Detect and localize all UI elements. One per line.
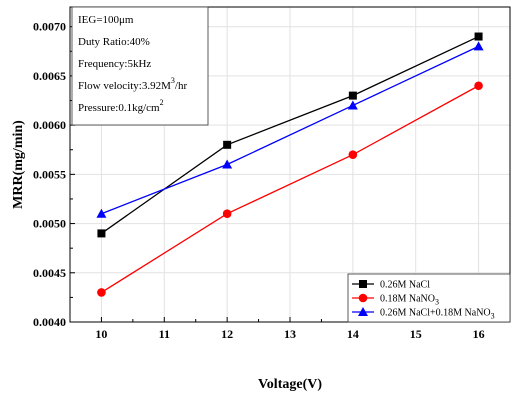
x-tick-label: 14	[347, 327, 359, 341]
x-tick-label: 15	[410, 327, 422, 341]
data-point	[96, 208, 107, 218]
info-line-suffix: /hr	[175, 80, 188, 92]
y-tick-label: 0.0065	[33, 69, 66, 83]
legend-label-subscript: 3	[435, 298, 439, 307]
data-point	[473, 41, 484, 51]
data-point	[348, 91, 357, 100]
data-point	[474, 81, 483, 91]
legend-label: 0.26M NaCl	[380, 280, 430, 291]
info-line: Pressure:0.1kg/cm2	[78, 98, 164, 114]
info-line: Flow velocity:3.92M3/hr	[78, 76, 187, 92]
legend-label: 0.26M NaCl+0.18M NaNO3	[380, 308, 495, 321]
x-tick-label: 11	[159, 327, 170, 341]
data-point	[97, 288, 106, 297]
info-line: Duty Ratio:40%	[78, 36, 150, 48]
y-axis-title: MRR(mg/min)	[11, 120, 26, 209]
series-layer	[96, 32, 484, 297]
x-tick-label: 10	[95, 327, 107, 341]
data-point	[97, 229, 106, 238]
legend-marker	[358, 307, 368, 316]
axis-ticks: 10 11 12 13 14 15 16 0.0040 0.0045 0.0050 0.0055 0.…	[33, 20, 485, 341]
legend-entry: 0.26M NaCl+0.18M NaNO3	[352, 307, 495, 321]
x-tick-label: 16	[473, 327, 485, 341]
data-point	[347, 100, 358, 110]
info-line-superscript: 3	[171, 76, 175, 85]
info-line-superscript: 2	[160, 98, 164, 107]
legend-entry: 0.18M NaNO3	[352, 294, 439, 307]
legend-entry: 0.26M NaCl	[352, 280, 430, 291]
info-box-frame	[71, 6, 209, 126]
info-line-text: Duty Ratio:40%	[78, 36, 150, 48]
legend-label-text: 0.26M NaCl	[380, 280, 430, 291]
y-tick-label: 0.0040	[33, 315, 66, 329]
info-line-text: IEG=100μm	[78, 14, 134, 26]
series-2	[96, 41, 484, 218]
series-1	[97, 81, 483, 297]
data-point	[222, 209, 232, 219]
legend-label-subscript: 3	[491, 312, 495, 321]
x-axis-title: Voltage(V)	[258, 377, 322, 392]
series-line	[101, 45, 479, 215]
x-tick-label: 13	[284, 327, 296, 341]
y-tick-label: 0.0050	[33, 217, 66, 231]
legend-label-text: 0.18M NaNO	[380, 294, 435, 305]
data-point	[222, 159, 233, 169]
info-line: IEG=100μm	[78, 14, 134, 26]
y-tick-label: 0.0060	[33, 118, 66, 132]
series-line	[101, 85, 479, 294]
y-tick-label: 0.0045	[33, 266, 66, 280]
info-line-text: Frequency:5kHz	[78, 58, 151, 70]
y-tick-label: 0.0070	[33, 20, 66, 34]
legend-label: 0.18M NaNO3	[380, 294, 439, 307]
info-line-text: Pressure:0.1kg/cm	[78, 102, 160, 114]
data-point	[474, 32, 483, 41]
x-tick-label: 12	[221, 327, 233, 341]
legend-marker	[359, 280, 367, 288]
info-line: Frequency:5kHz	[78, 58, 151, 70]
legend-frame	[347, 273, 511, 323]
legend-marker	[358, 293, 368, 303]
data-point	[348, 150, 358, 159]
info-line-text: Flow velocity:3.92M	[78, 80, 171, 92]
y-tick-label: 0.0055	[33, 167, 66, 181]
data-point	[223, 140, 232, 149]
info-box: IEG=100μm Duty Ratio:40% Frequency:5kHz Flo…	[71, 6, 209, 126]
legend-label-text: 0.26M NaCl+0.18M NaNO	[380, 308, 491, 319]
